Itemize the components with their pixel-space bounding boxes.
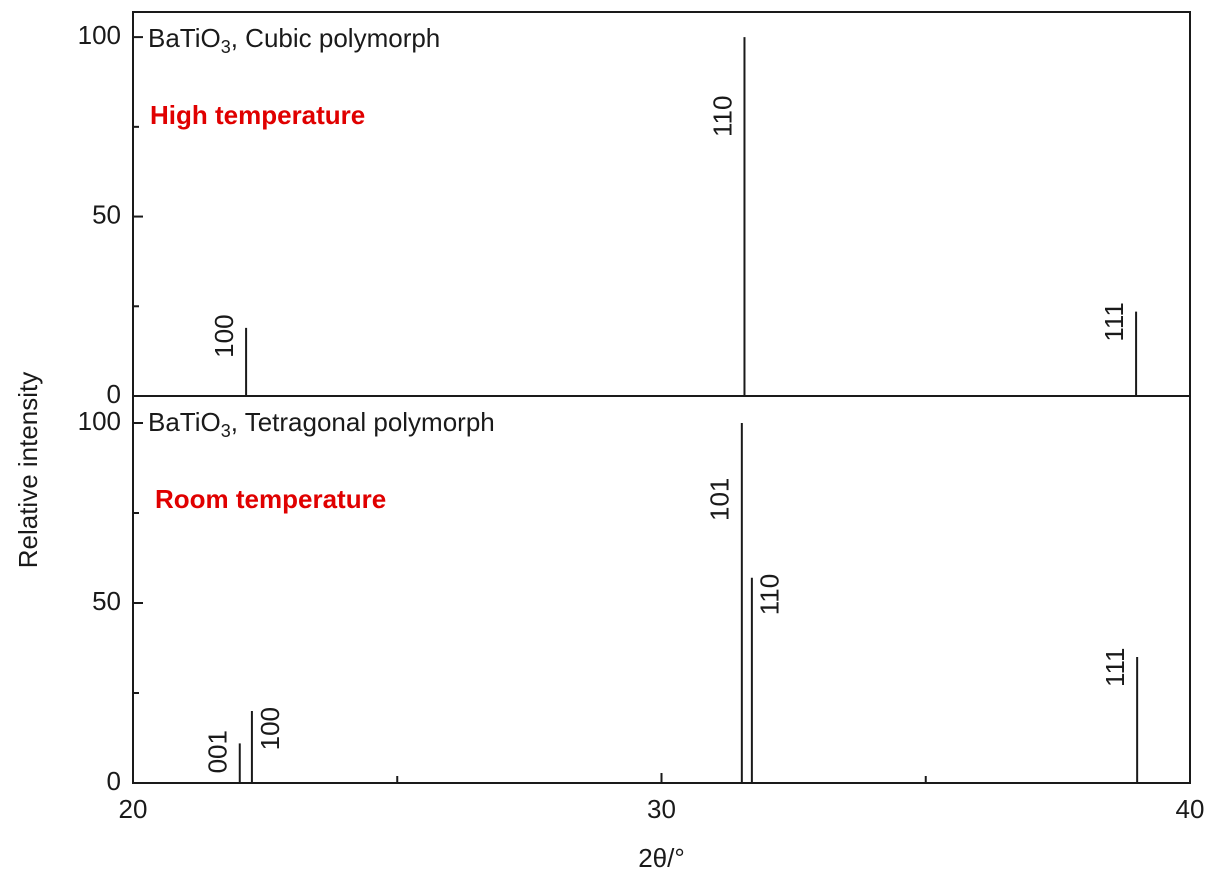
title-text: , Tetragonal polymorph [231,407,495,437]
title-text: , Cubic polymorph [231,23,441,53]
peak-label: 111 [1100,647,1130,687]
title-subscript: 3 [221,37,231,57]
y-tick-label: 0 [107,379,121,409]
title-text: BaTiO [148,407,221,437]
peak-label: 100 [255,707,285,750]
x-tick-label: 30 [647,794,676,824]
title-text: BaTiO [148,23,221,53]
peak-label: 001 [203,730,233,773]
peak-label: 111 [1099,302,1129,342]
panel-title: BaTiO3, Cubic polymorph [148,23,440,57]
y-tick-label: 100 [78,406,121,436]
x-axis-label: 2θ/° [638,843,685,873]
panel-title: BaTiO3, Tetragonal polymorph [148,407,495,441]
x-tick-label: 20 [119,794,148,824]
peak-label: 110 [755,574,785,615]
annotation: High temperature [150,100,365,130]
annotation: Room temperature [155,484,386,514]
peak-label: 110 [707,96,737,137]
peak-label: 101 [705,478,735,521]
x-tick-label: 40 [1176,794,1205,824]
y-tick-label: 50 [92,586,121,616]
y-axis-label: Relative intensity [13,372,43,569]
y-tick-label: 0 [107,766,121,796]
peak-label: 100 [209,314,239,357]
y-tick-label: 100 [78,20,121,50]
y-tick-label: 50 [92,199,121,229]
title-subscript: 3 [221,421,231,441]
